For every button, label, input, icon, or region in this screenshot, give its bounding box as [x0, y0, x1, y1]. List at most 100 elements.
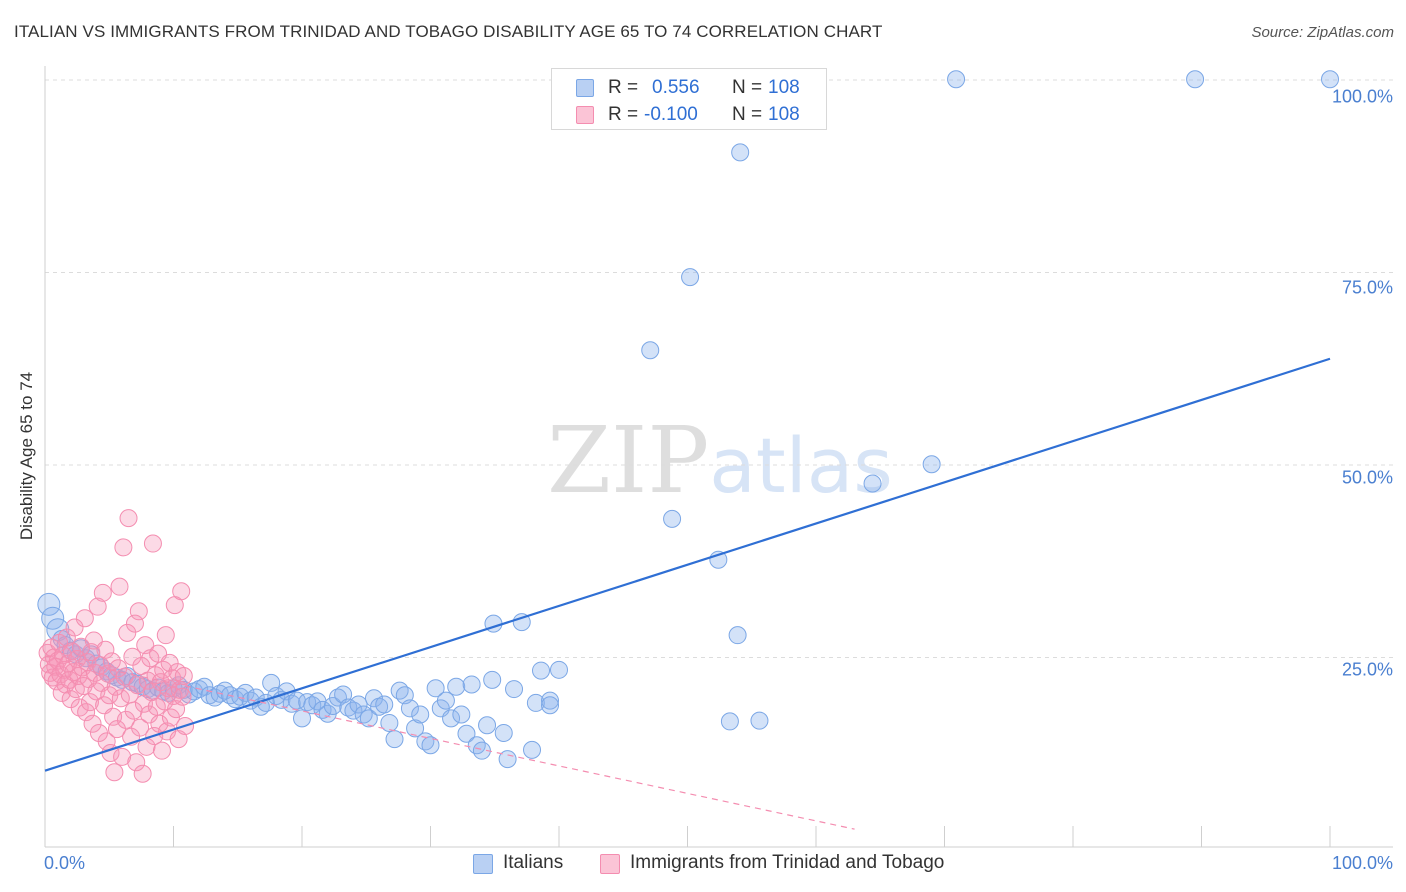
italians-point [293, 709, 311, 728]
legend-r-label: R = [608, 77, 639, 98]
trinidad-point [88, 597, 107, 616]
italians-legend-swatch [473, 854, 493, 874]
italians-point [720, 712, 739, 731]
trinidad-point [111, 689, 130, 708]
italians-point [947, 70, 966, 89]
trinidad-point [142, 683, 161, 702]
trinidad-point [96, 640, 115, 659]
italians-point [442, 709, 461, 728]
trinidad-trend-line [44, 655, 855, 830]
y-tick-label-50: 50.0% [1341, 467, 1393, 488]
italians-point [523, 740, 542, 759]
trinidad-swatch [576, 106, 594, 124]
legend-label-trinidad: Immigrants from Trinidad and Tobago [630, 852, 945, 873]
italians-point [728, 626, 747, 645]
italians-point [1321, 70, 1339, 89]
trinidad-point [161, 708, 180, 727]
trinidad-point [93, 583, 112, 602]
legend-label-italians: Italians [503, 852, 564, 873]
italians-point [411, 705, 430, 724]
italians-point [339, 698, 358, 717]
italians-point [505, 680, 524, 699]
italians-point [436, 691, 455, 710]
y-tick-label-25: 25.0% [1341, 659, 1393, 680]
italians-point [541, 691, 560, 710]
trinidad-point [105, 763, 124, 782]
legend-n-label: N = [732, 77, 763, 98]
italians-point [406, 719, 425, 738]
trinidad-point [116, 710, 135, 729]
trinidad-point [77, 703, 96, 722]
legend-n-value: 108 [768, 77, 800, 98]
italians-point [457, 724, 476, 743]
italians-point [375, 695, 394, 714]
trinidad-point [174, 666, 193, 685]
legend-r-label: R = [608, 104, 639, 125]
italians-point [462, 675, 481, 694]
italians-point [498, 750, 517, 769]
trinidad-point [114, 538, 133, 557]
italians-point [41, 606, 65, 630]
trinidad-point [70, 698, 89, 717]
trinidad-point [83, 714, 102, 733]
italians-point [478, 716, 497, 735]
watermark: ZIPatlas [547, 407, 893, 514]
trinidad-point [65, 618, 84, 637]
italians-point [494, 723, 513, 742]
trinidad-point [140, 705, 159, 724]
italians-point [37, 592, 61, 616]
italians-point [241, 691, 260, 710]
italians-point [483, 670, 502, 689]
italians-swatch [576, 79, 594, 97]
chart-source: Source: ZipAtlas.com [1251, 24, 1394, 41]
trinidad-point [129, 602, 148, 621]
italians-point [863, 474, 882, 493]
italians-point [681, 268, 700, 287]
trinidad-point [150, 714, 169, 733]
italians-point [364, 689, 383, 708]
trinidad-point [107, 720, 126, 739]
trinidad-point [169, 730, 188, 749]
trinidad-point [170, 680, 189, 699]
italians-point [349, 695, 368, 714]
italians-point [532, 661, 551, 680]
italians-point [541, 696, 560, 715]
trinidad-point [48, 651, 67, 670]
y-tick-label-100: 100.0% [1331, 86, 1393, 107]
trinidad-point [123, 647, 142, 666]
italians-point [452, 705, 471, 724]
italians-point [526, 693, 545, 712]
trinidad-point [124, 701, 143, 720]
trinidad-point [106, 677, 125, 696]
legend-r-value: -0.100 [644, 104, 698, 125]
trinidad-point [119, 509, 138, 528]
italians-point [421, 736, 440, 755]
y-axis-label: Disability Age 65 to 74 [17, 371, 36, 541]
italians-point [641, 341, 660, 360]
italians-point [426, 679, 445, 698]
trinidad-legend-swatch [600, 854, 620, 874]
italians-point [663, 509, 682, 528]
trinidad-point [57, 628, 76, 647]
chart-title: ITALIAN VS IMMIGRANTS FROM TRINIDAD AND … [14, 22, 883, 41]
italians-point [750, 711, 769, 730]
correlation-legend: R = 0.556 N = 108 R = -0.100 N = 108 [551, 68, 827, 130]
italians-point [298, 693, 317, 712]
trinidad-point [80, 693, 99, 712]
legend-n-value: 108 [768, 104, 800, 125]
x-tick-label-min: 0.0% [44, 853, 86, 873]
trinidad-point [160, 653, 179, 672]
x-tick-label-max: 100.0% [1331, 853, 1393, 873]
italians-trend-line [44, 357, 1331, 772]
trinidad-point [82, 643, 101, 662]
legend-r-value: 0.556 [652, 77, 700, 98]
italians-point [1186, 70, 1205, 89]
trinidad-point [156, 626, 175, 645]
trinidad-point [110, 577, 129, 596]
italians-point [323, 697, 342, 716]
italians-point [512, 613, 531, 632]
trinidad-point [131, 718, 150, 737]
trinidad-point [75, 609, 94, 628]
trinidad-point [173, 687, 192, 706]
